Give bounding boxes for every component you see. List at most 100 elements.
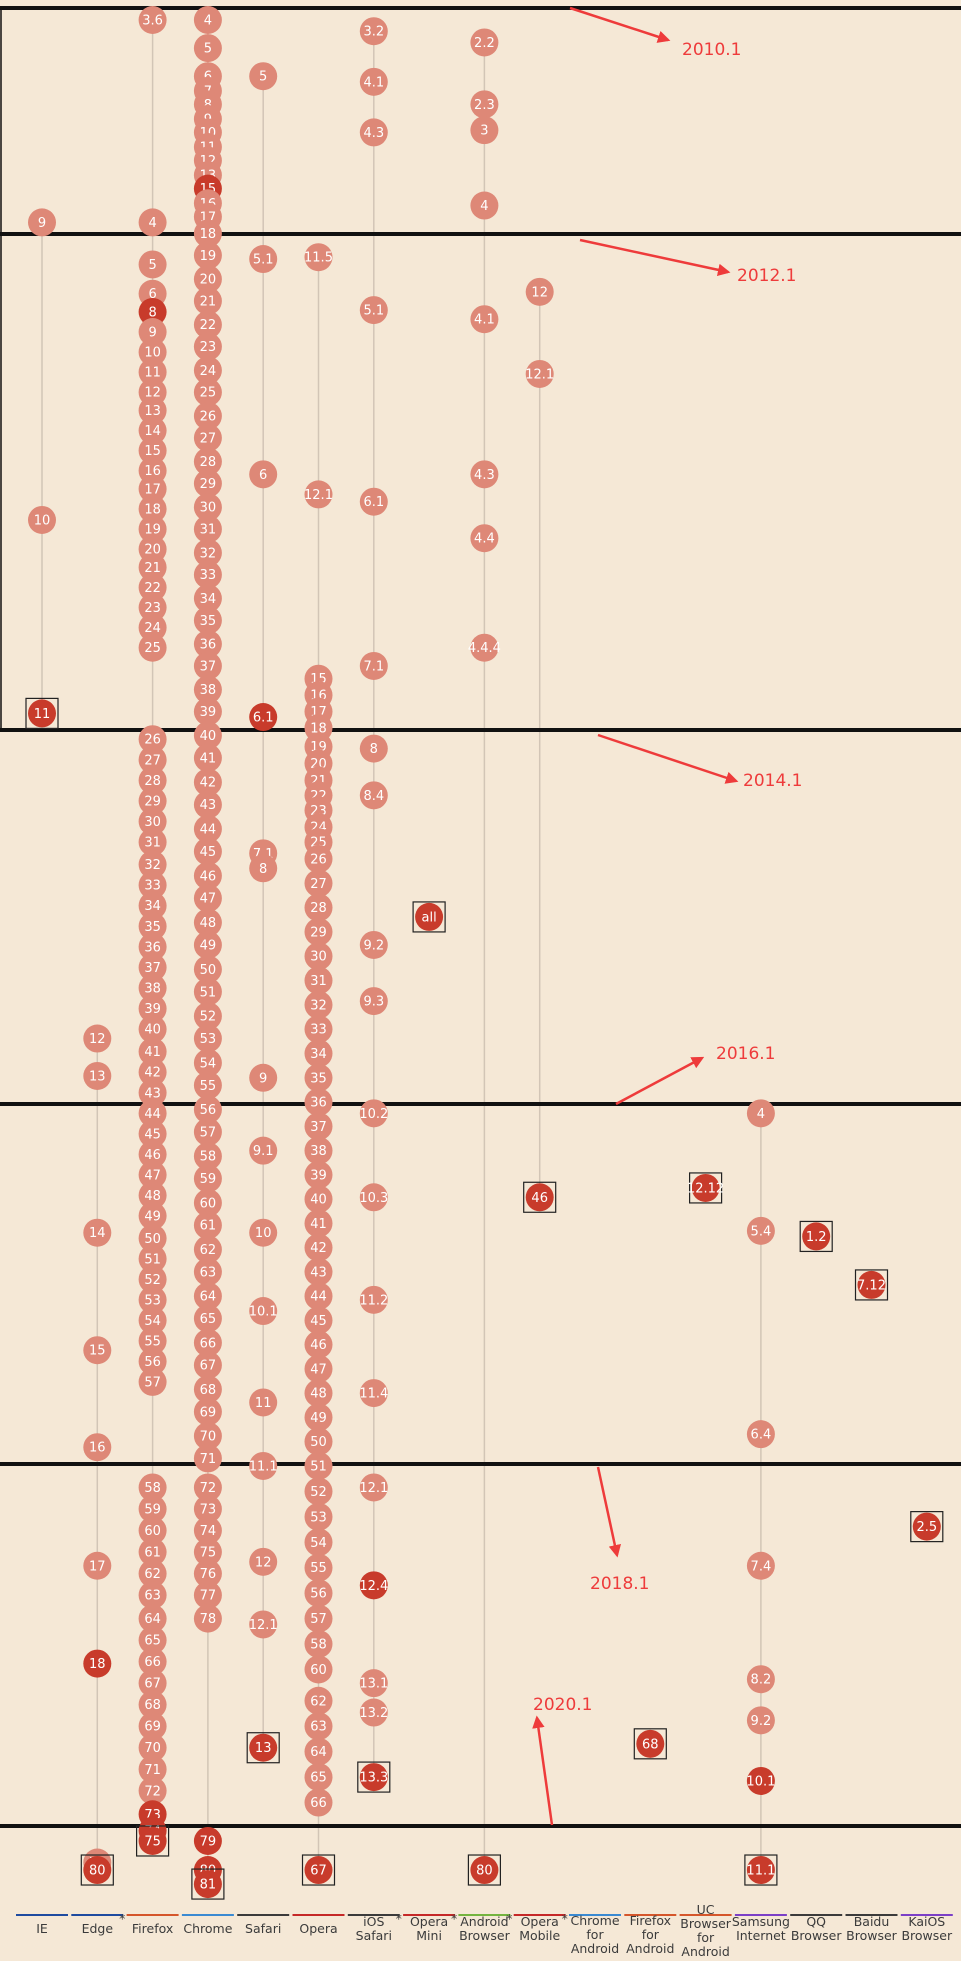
version-bubble: 31 xyxy=(304,966,333,995)
version-label: 13.1 xyxy=(359,1677,388,1692)
version-label: 60 xyxy=(200,1196,217,1211)
version-label: 80 xyxy=(89,1864,106,1879)
date-annotation: 2016.1 xyxy=(615,1044,775,1106)
version-bubble: 13.3 xyxy=(357,1761,391,1793)
version-label: 66 xyxy=(200,1336,217,1351)
version-circle xyxy=(193,286,222,315)
date-annotation: 2010.1 xyxy=(569,6,741,60)
version-bubble: 38 xyxy=(304,1136,333,1165)
version-circle xyxy=(304,1063,333,1092)
version-label: 78 xyxy=(200,1612,217,1627)
version-circle xyxy=(857,1270,886,1299)
version-bubble: 81 xyxy=(191,1868,225,1900)
version-bubble: 53 xyxy=(193,1024,222,1053)
version-label: 28 xyxy=(144,774,161,789)
version-circle xyxy=(138,1581,167,1610)
version-bubble: 5 xyxy=(193,34,222,63)
version-bubble: 76 xyxy=(193,1559,222,1588)
version-circle xyxy=(304,1856,333,1885)
version-bubble: 11.1 xyxy=(744,1854,778,1886)
current-version-box xyxy=(357,1761,391,1793)
browser-name-text: Safari xyxy=(245,1921,281,1936)
version-bubble: 44 xyxy=(304,1282,333,1311)
version-bubble: 23 xyxy=(193,332,222,361)
current-version-box xyxy=(688,1172,723,1204)
version-circle xyxy=(249,1547,278,1576)
version-bubble: 4 xyxy=(746,1099,775,1128)
version-bubble: 8.4 xyxy=(359,781,388,810)
version-bubble: 11 xyxy=(138,358,167,387)
version-circle xyxy=(138,994,167,1023)
version-bubble: 63 xyxy=(304,1712,333,1741)
version-bubble: 41 xyxy=(193,743,222,772)
version-label: 9 xyxy=(38,216,46,231)
version-bubble: 54 xyxy=(138,1306,167,1335)
version-label: 2.3 xyxy=(474,98,495,113)
browser-note-star: * xyxy=(119,1911,125,1926)
version-circle xyxy=(304,1282,333,1311)
version-bubble: 61 xyxy=(138,1538,167,1567)
version-bubble: 4 xyxy=(470,191,499,220)
browser-name-text: Firefox xyxy=(630,1913,671,1928)
version-label: 6.1 xyxy=(363,495,384,510)
version-circle xyxy=(193,1235,222,1264)
version-bubble: 69 xyxy=(193,1397,222,1426)
version-circle xyxy=(83,1551,112,1580)
version-bubble: 80 xyxy=(80,1854,114,1886)
version-label: 48 xyxy=(200,916,217,931)
version-bubble: 46 xyxy=(523,1181,557,1213)
version-circle xyxy=(138,1326,167,1355)
annotation-arrow xyxy=(569,6,671,43)
version-circle xyxy=(359,1285,388,1314)
version-label: 41 xyxy=(200,751,217,766)
version-circle xyxy=(83,1061,112,1090)
version-label: 35 xyxy=(310,1071,327,1086)
version-circle xyxy=(193,1826,222,1855)
version-circle xyxy=(359,734,388,763)
version-label: 32 xyxy=(144,858,161,873)
version-circle xyxy=(193,721,222,750)
version-label: 16 xyxy=(144,464,161,479)
version-bubble: 32 xyxy=(193,538,222,567)
version-circle xyxy=(193,560,222,589)
version-bubble: 6 xyxy=(249,460,278,489)
browser-name-text: for xyxy=(642,1927,660,1942)
version-circle xyxy=(138,1669,167,1698)
version-bubble: 5 xyxy=(138,250,167,279)
version-circle xyxy=(83,1649,112,1678)
version-circle xyxy=(746,1766,775,1795)
version-bubble: 62 xyxy=(304,1686,333,1715)
version-label: 71 xyxy=(200,1452,217,1467)
annotation-text: 2018.1 xyxy=(590,1574,649,1594)
version-bubble: 42 xyxy=(193,768,222,797)
version-label: 35 xyxy=(144,920,161,935)
version-label: 27 xyxy=(144,753,161,768)
version-label: 4 xyxy=(148,216,156,231)
version-label: 27 xyxy=(310,877,327,892)
version-bubble: 13 xyxy=(83,1061,112,1090)
version-bubble: 62 xyxy=(138,1559,167,1588)
version-bubble: 3.6 xyxy=(138,6,167,34)
version-label: 32 xyxy=(310,998,327,1013)
version-label: 34 xyxy=(200,592,217,607)
version-label: 57 xyxy=(144,1375,161,1390)
version-circle xyxy=(193,1304,222,1333)
version-circle xyxy=(138,1690,167,1719)
version-label: 59 xyxy=(144,1503,161,1518)
browser-name-text: Browser xyxy=(901,1928,953,1943)
version-bubble: 10.2 xyxy=(359,1099,388,1128)
version-circle xyxy=(304,990,333,1019)
version-bubble: 49 xyxy=(193,930,222,959)
version-label: 4 xyxy=(204,14,212,29)
version-bubble: 56 xyxy=(304,1579,333,1608)
version-label: 56 xyxy=(200,1103,217,1118)
version-bubble: 35 xyxy=(304,1063,333,1092)
browser-label-row: IE Edge*Firefox Chrome Safari Opera iOSSafari… xyxy=(16,1902,953,1959)
version-bubble: 8 xyxy=(249,854,278,883)
version-bubble: 28 xyxy=(193,447,222,476)
version-label: 62 xyxy=(200,1243,217,1258)
version-label: 18 xyxy=(200,227,217,242)
version-bubble: 18 xyxy=(83,1649,112,1678)
